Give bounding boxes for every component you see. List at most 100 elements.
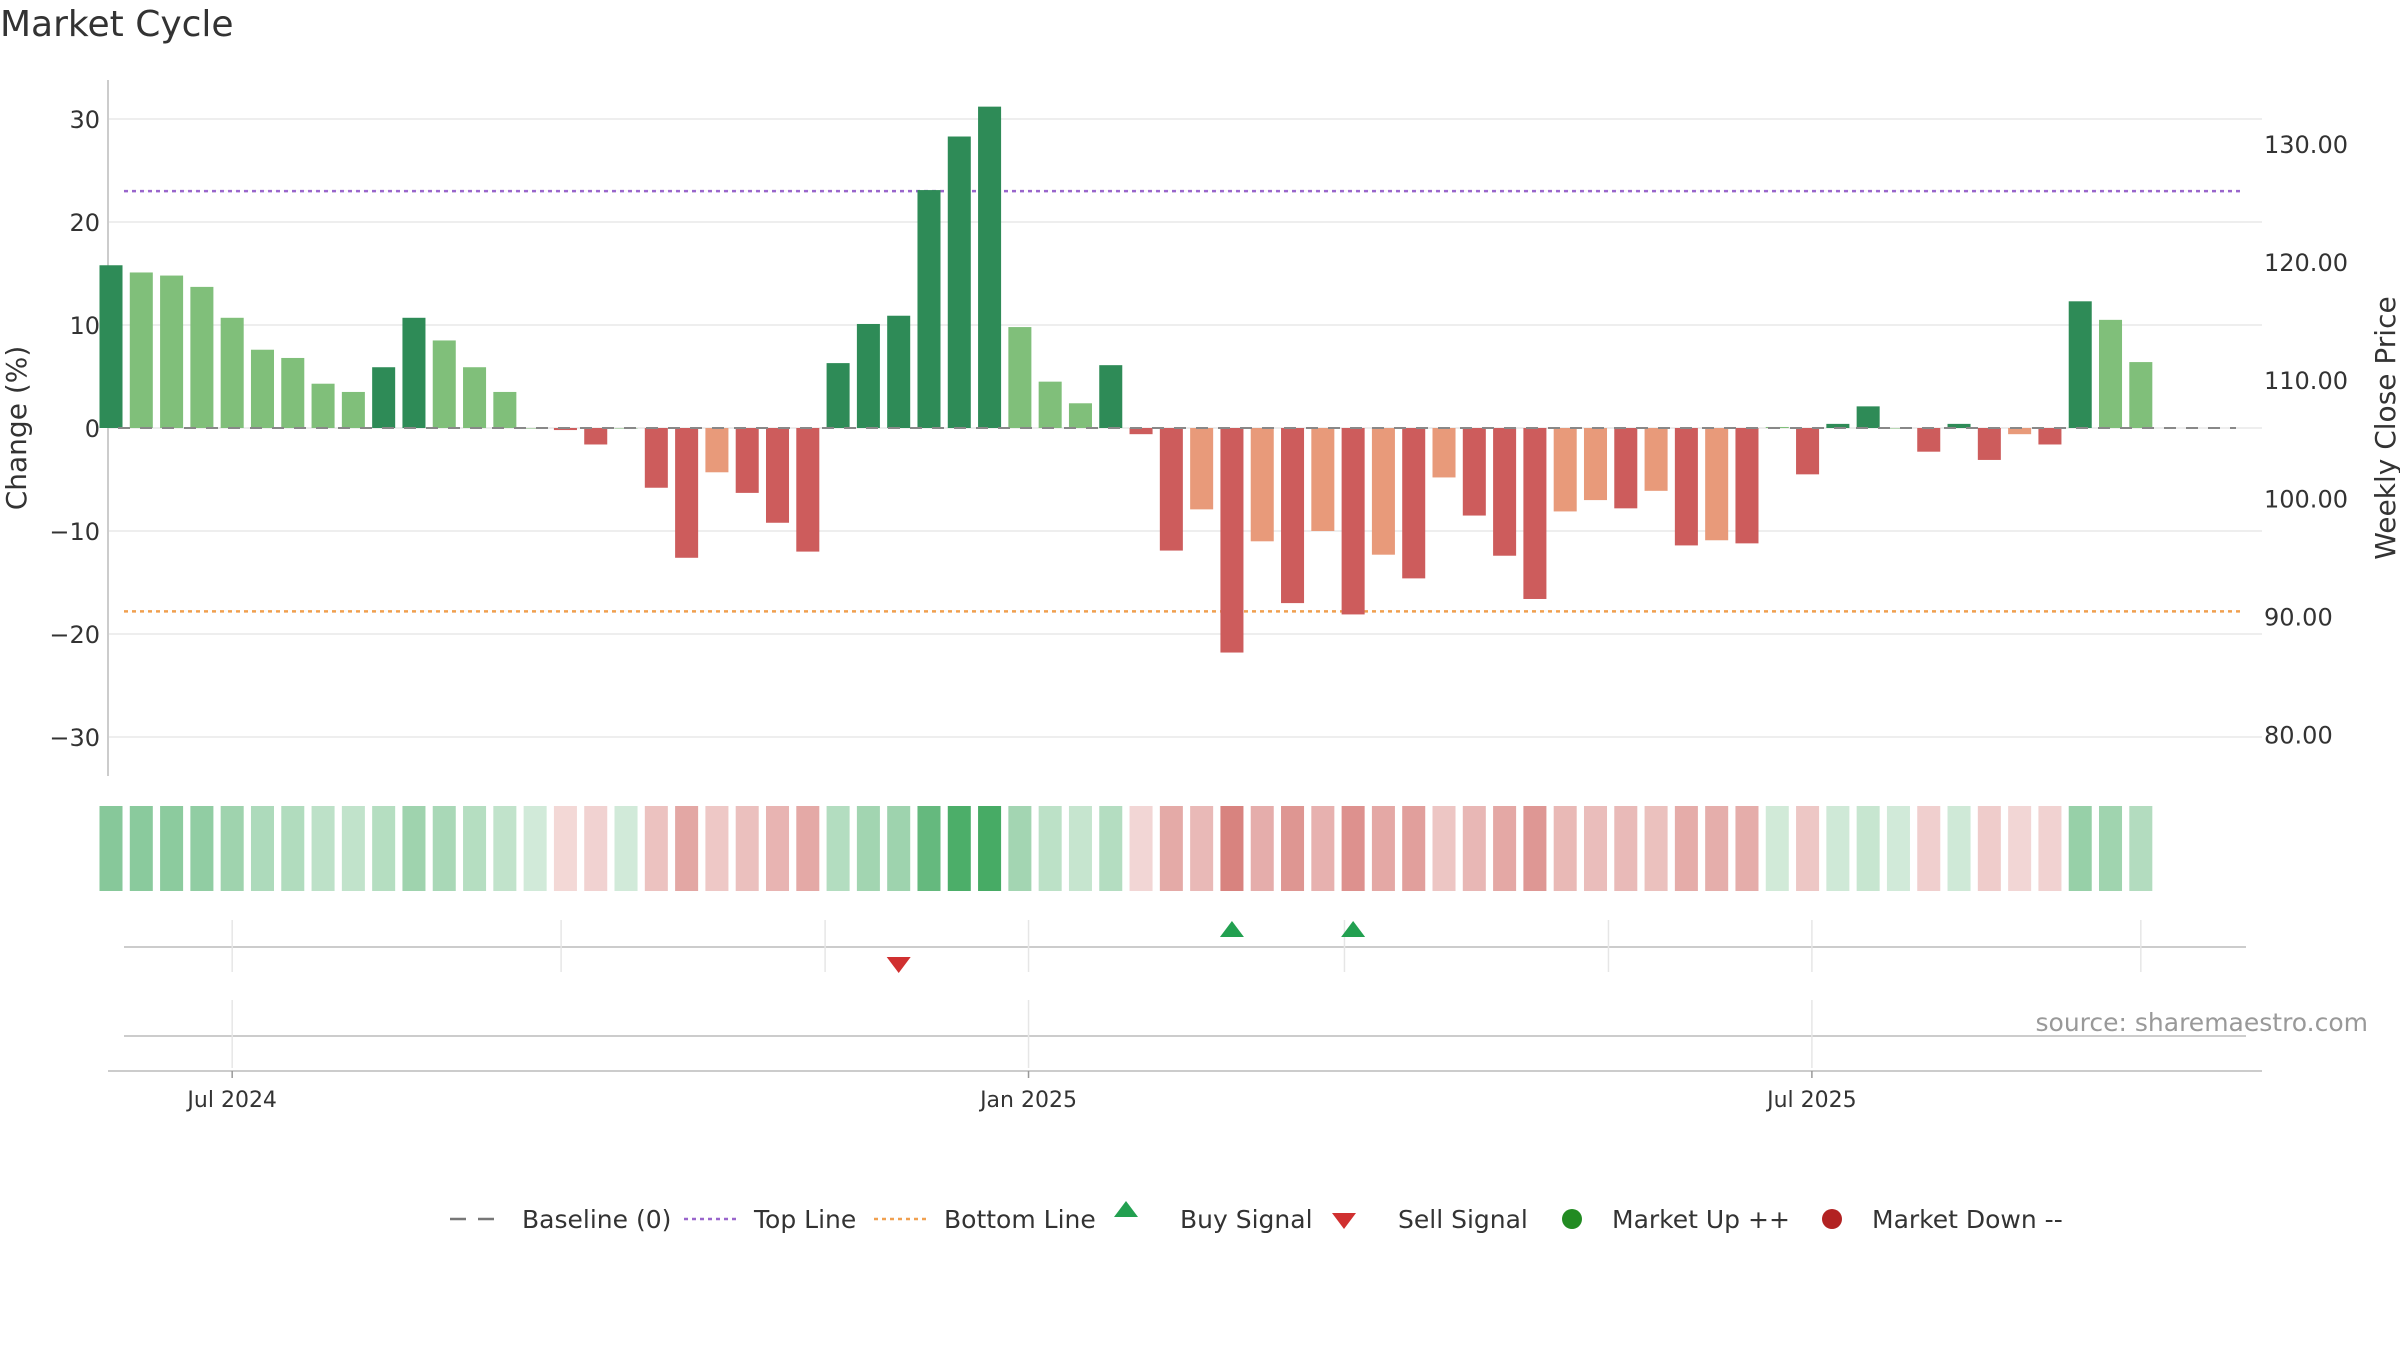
heat-cell-54 bbox=[1735, 806, 1759, 891]
x-tick-label-1: Jan 2025 bbox=[978, 1088, 1077, 1113]
heat-cell-17 bbox=[614, 806, 638, 891]
legend-label-up: Market Up ++ bbox=[1612, 1205, 1790, 1234]
right-tick-label-5: 80.00 bbox=[2264, 722, 2333, 750]
heat-cell-29 bbox=[978, 806, 1002, 891]
bar-24 bbox=[826, 363, 850, 428]
bar-52 bbox=[1674, 428, 1698, 546]
heat-cell-45 bbox=[1462, 806, 1486, 891]
heat-cell-30 bbox=[1008, 806, 1032, 891]
heat-cell-5 bbox=[250, 806, 274, 891]
heat-cell-60 bbox=[1917, 806, 1941, 891]
legend-sell-swatch bbox=[1332, 1213, 1356, 1229]
heat-cell-8 bbox=[341, 806, 365, 891]
bar-51 bbox=[1644, 428, 1668, 491]
bar-50 bbox=[1614, 428, 1638, 509]
heat-cell-26 bbox=[887, 806, 911, 891]
bar-67 bbox=[2129, 362, 2153, 428]
legend-label-top: Top Line bbox=[753, 1205, 856, 1234]
left-tick-label-2: 10 bbox=[69, 312, 100, 340]
bar-38 bbox=[1250, 428, 1274, 542]
legend-label-buy: Buy Signal bbox=[1180, 1205, 1313, 1234]
heat-cell-34 bbox=[1129, 806, 1153, 891]
bar-1 bbox=[129, 272, 153, 428]
bar-59 bbox=[1886, 428, 1910, 429]
bar-42 bbox=[1371, 428, 1395, 555]
bar-54 bbox=[1735, 428, 1759, 544]
x-tick-label-0: Jul 2024 bbox=[185, 1088, 277, 1113]
heat-cell-66 bbox=[2099, 806, 2123, 891]
heat-cell-39 bbox=[1281, 806, 1305, 891]
buy-signal-marker-2 bbox=[1341, 921, 1366, 937]
bar-60 bbox=[1917, 428, 1941, 452]
heat-cell-67 bbox=[2129, 806, 2153, 891]
legend-label-down: Market Down -- bbox=[1872, 1205, 2063, 1234]
bar-4 bbox=[220, 317, 244, 428]
heat-cell-63 bbox=[2008, 806, 2032, 891]
left-tick-label-0: 30 bbox=[69, 106, 100, 134]
bar-19 bbox=[675, 428, 699, 558]
bar-22 bbox=[765, 428, 790, 523]
heat-cell-16 bbox=[584, 806, 608, 891]
bar-43 bbox=[1402, 428, 1426, 579]
right-tick-label-2: 110.00 bbox=[2264, 367, 2348, 395]
bar-56 bbox=[1796, 428, 1820, 475]
bar-64 bbox=[2038, 428, 2062, 445]
heat-cell-55 bbox=[1765, 806, 1789, 891]
left-tick-label-5: −20 bbox=[49, 621, 100, 649]
right-tick-label-4: 90.00 bbox=[2264, 603, 2333, 631]
heat-cell-12 bbox=[463, 806, 487, 891]
bar-36 bbox=[1190, 428, 1214, 510]
bar-62 bbox=[1977, 428, 2001, 460]
bar-21 bbox=[735, 428, 759, 493]
bar-37 bbox=[1220, 428, 1244, 653]
bar-28 bbox=[947, 136, 971, 428]
heat-cell-64 bbox=[2038, 806, 2062, 891]
heat-cell-37 bbox=[1220, 806, 1244, 891]
legend-market-up-swatch bbox=[1562, 1209, 1582, 1229]
bar-8 bbox=[341, 391, 365, 428]
legend-market-down-swatch bbox=[1822, 1209, 1842, 1229]
bar-66 bbox=[2099, 319, 2123, 428]
heat-cell-1 bbox=[129, 806, 153, 891]
x-tick-label-2: Jul 2025 bbox=[1765, 1088, 1857, 1113]
heat-cell-24 bbox=[826, 806, 850, 891]
bar-61 bbox=[1947, 423, 1971, 428]
bar-6 bbox=[281, 357, 305, 428]
heat-cell-28 bbox=[947, 806, 971, 891]
heat-cell-19 bbox=[675, 806, 699, 891]
left-tick-label-4: −10 bbox=[49, 518, 100, 546]
heat-cell-27 bbox=[917, 806, 941, 891]
heat-cell-40 bbox=[1311, 806, 1335, 891]
heat-cell-59 bbox=[1886, 806, 1910, 891]
heat-cell-11 bbox=[432, 806, 456, 891]
bar-31 bbox=[1038, 381, 1062, 428]
bar-53 bbox=[1705, 428, 1729, 541]
bar-25 bbox=[856, 323, 880, 428]
left-tick-label-1: 20 bbox=[69, 209, 100, 237]
heat-cell-6 bbox=[281, 806, 305, 891]
sell-signal-marker-0 bbox=[886, 957, 911, 973]
bar-15 bbox=[553, 428, 577, 431]
heat-cell-47 bbox=[1523, 806, 1547, 891]
heat-cell-62 bbox=[1977, 806, 2001, 891]
heat-cell-31 bbox=[1038, 806, 1062, 891]
heat-cell-14 bbox=[523, 806, 547, 891]
heat-cell-7 bbox=[311, 806, 335, 891]
heat-cell-50 bbox=[1614, 806, 1638, 891]
heat-cell-21 bbox=[735, 806, 759, 891]
bar-30 bbox=[1008, 327, 1032, 428]
bar-32 bbox=[1068, 403, 1092, 428]
bar-11 bbox=[432, 340, 456, 428]
heat-cell-9 bbox=[372, 806, 396, 891]
heat-cell-48 bbox=[1553, 806, 1577, 891]
bar-2 bbox=[160, 275, 184, 428]
bar-13 bbox=[493, 391, 517, 428]
right-axis-title: Weekly Close Price bbox=[2369, 296, 2400, 559]
heat-cell-46 bbox=[1493, 806, 1517, 891]
heat-cell-41 bbox=[1341, 806, 1365, 891]
heat-cell-15 bbox=[553, 806, 577, 891]
heat-cell-61 bbox=[1947, 806, 1971, 891]
legend-label-bottom: Bottom Line bbox=[944, 1205, 1096, 1234]
heat-cell-49 bbox=[1583, 806, 1608, 891]
